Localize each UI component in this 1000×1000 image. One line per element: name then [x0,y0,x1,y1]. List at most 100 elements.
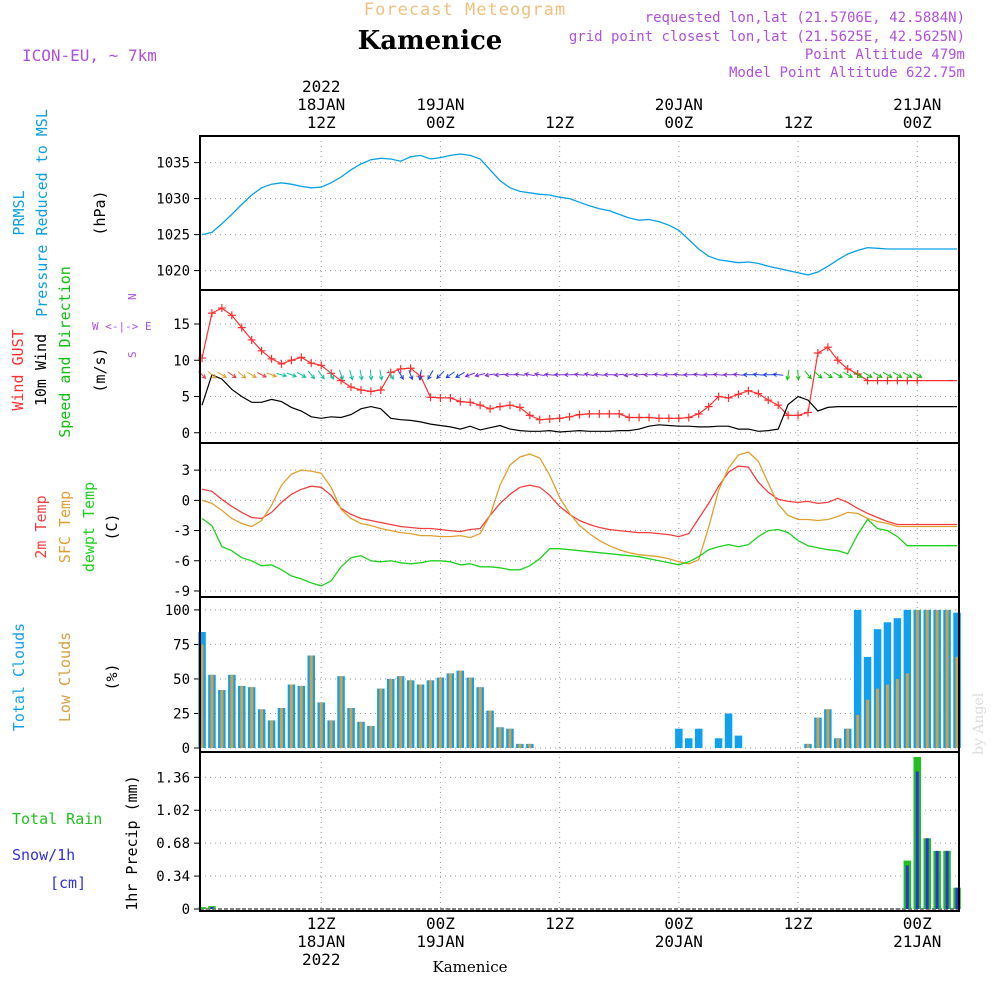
gust-marker [287,356,296,365]
wind-direction-arrow [573,372,585,377]
low-clouds-bar [866,699,870,748]
top-time-label: 2022 [302,77,341,96]
gust-marker [684,413,693,422]
panel-precipitation: 0 0.34 0.68 1.02 1.36 [156,751,961,918]
low-clouds-bar [389,679,393,748]
gust-marker [615,409,624,418]
dewpoint-label: dewpt Temp [80,482,98,572]
compass-north: N [126,293,139,300]
wind-direction-arrow [853,371,863,378]
low-clouds-bar [955,656,959,748]
wind-direction-arrow [762,372,774,378]
gust-marker [833,356,842,365]
wind-direction-arrow [445,371,455,379]
pressure-label-2: Pressure Reduced to MSL [33,109,51,317]
low-clouds-bar [448,673,452,748]
gust-marker [555,414,564,423]
gust-marker [406,364,415,373]
wind-direction-arrow [368,369,374,381]
gust-marker [227,311,236,320]
gust-marker [883,376,892,385]
gust-marker [794,411,803,420]
ytick-label: 3 [182,463,190,479]
ytick-label: 1025 [156,228,190,244]
low-clouds-bar [508,728,512,748]
gust-marker [396,364,405,373]
panel-clouds: 0 25 50 75 100 [165,596,961,757]
ytick-label: -9 [173,584,190,600]
total-clouds-bar [853,609,862,748]
low-clouds-bar [945,609,949,748]
gust-marker [207,309,216,318]
gust-marker [863,376,872,385]
ytick-label: 0 [182,493,190,509]
gust-marker [645,413,654,422]
location-title: Kamenice [358,26,503,56]
wind-direction-arrow [513,372,525,377]
wind-direction-arrow [436,370,445,380]
wind-direction-arrow [583,372,595,377]
rain-bar [198,907,206,909]
low-clouds-bar [260,709,264,748]
gust-marker [267,354,276,363]
dewpoint-line [201,517,957,587]
total-clouds-bar [724,713,733,748]
wind-direction-arrow [328,370,335,380]
panel-pressure: 1020 1025 1030 1035 [156,135,960,291]
low-clouds-bar [935,609,939,748]
low-clouds-bar [429,680,432,748]
wind-direction-arrow [652,372,665,377]
gust-marker [545,414,554,423]
low-clouds-bar [250,687,254,748]
gust-marker [366,387,375,396]
gust-marker [754,389,763,398]
wind-direction-arrow [732,372,744,377]
ytick-label: -6 [173,554,190,570]
gust-marker [505,401,514,410]
wind-direction-arrow [833,371,843,378]
wind-direction-arrow [358,369,364,381]
wind-direction-arrow [523,372,535,377]
wind-direction-arrow [408,369,414,381]
gust-marker [307,359,316,368]
gust-marker [843,364,852,373]
low-clouds-bar [319,702,323,748]
wind-direction-arrow [493,372,506,378]
wind-direction-arrow [772,372,784,377]
wind-direction-arrow [642,372,654,378]
low-clouds-bar [359,721,363,748]
top-time-label: 19JAN [416,95,464,114]
footer-location: Kamenice [433,958,508,976]
low-clouds-bar [270,720,273,748]
low-clouds-bar [379,688,383,748]
gust-marker [734,390,743,399]
wind-direction-arrow [912,371,923,378]
top-time-label: 20JAN [655,95,703,114]
wind-direction-arrow [378,369,384,381]
gust-marker [317,361,326,370]
low-clouds-bar [528,743,532,748]
low-clouds-bar [806,743,810,748]
snow-bar [945,850,949,909]
top-time-label: 12Z [784,113,813,132]
low-clouds-label: Low Clouds [56,632,74,722]
ytick-label: 1030 [156,192,190,208]
wind-direction-arrow [317,370,325,380]
total-clouds-bar [734,735,743,748]
snow-bar [915,771,919,909]
wind-direction-arrow [417,369,423,381]
wind-direction-arrow [276,372,288,378]
ytick-label: 1020 [156,264,190,280]
low-clouds-bar [409,680,413,748]
requested-coords: requested lon,lat (21.5706E, 42.5884N) [645,10,965,26]
ytick-label: -3 [173,524,190,540]
wind-direction-arrow [813,371,823,379]
model-name: ICON-EU, ~ 7km [22,46,157,65]
wind-direction-arrow [207,371,217,379]
low-clouds-bar [498,727,502,748]
gust-marker [426,393,435,402]
snow-bar [925,838,929,909]
low-clouds-bar [349,708,353,748]
wind-direction-arrow [892,371,903,378]
ytick-label: 1035 [156,156,190,172]
